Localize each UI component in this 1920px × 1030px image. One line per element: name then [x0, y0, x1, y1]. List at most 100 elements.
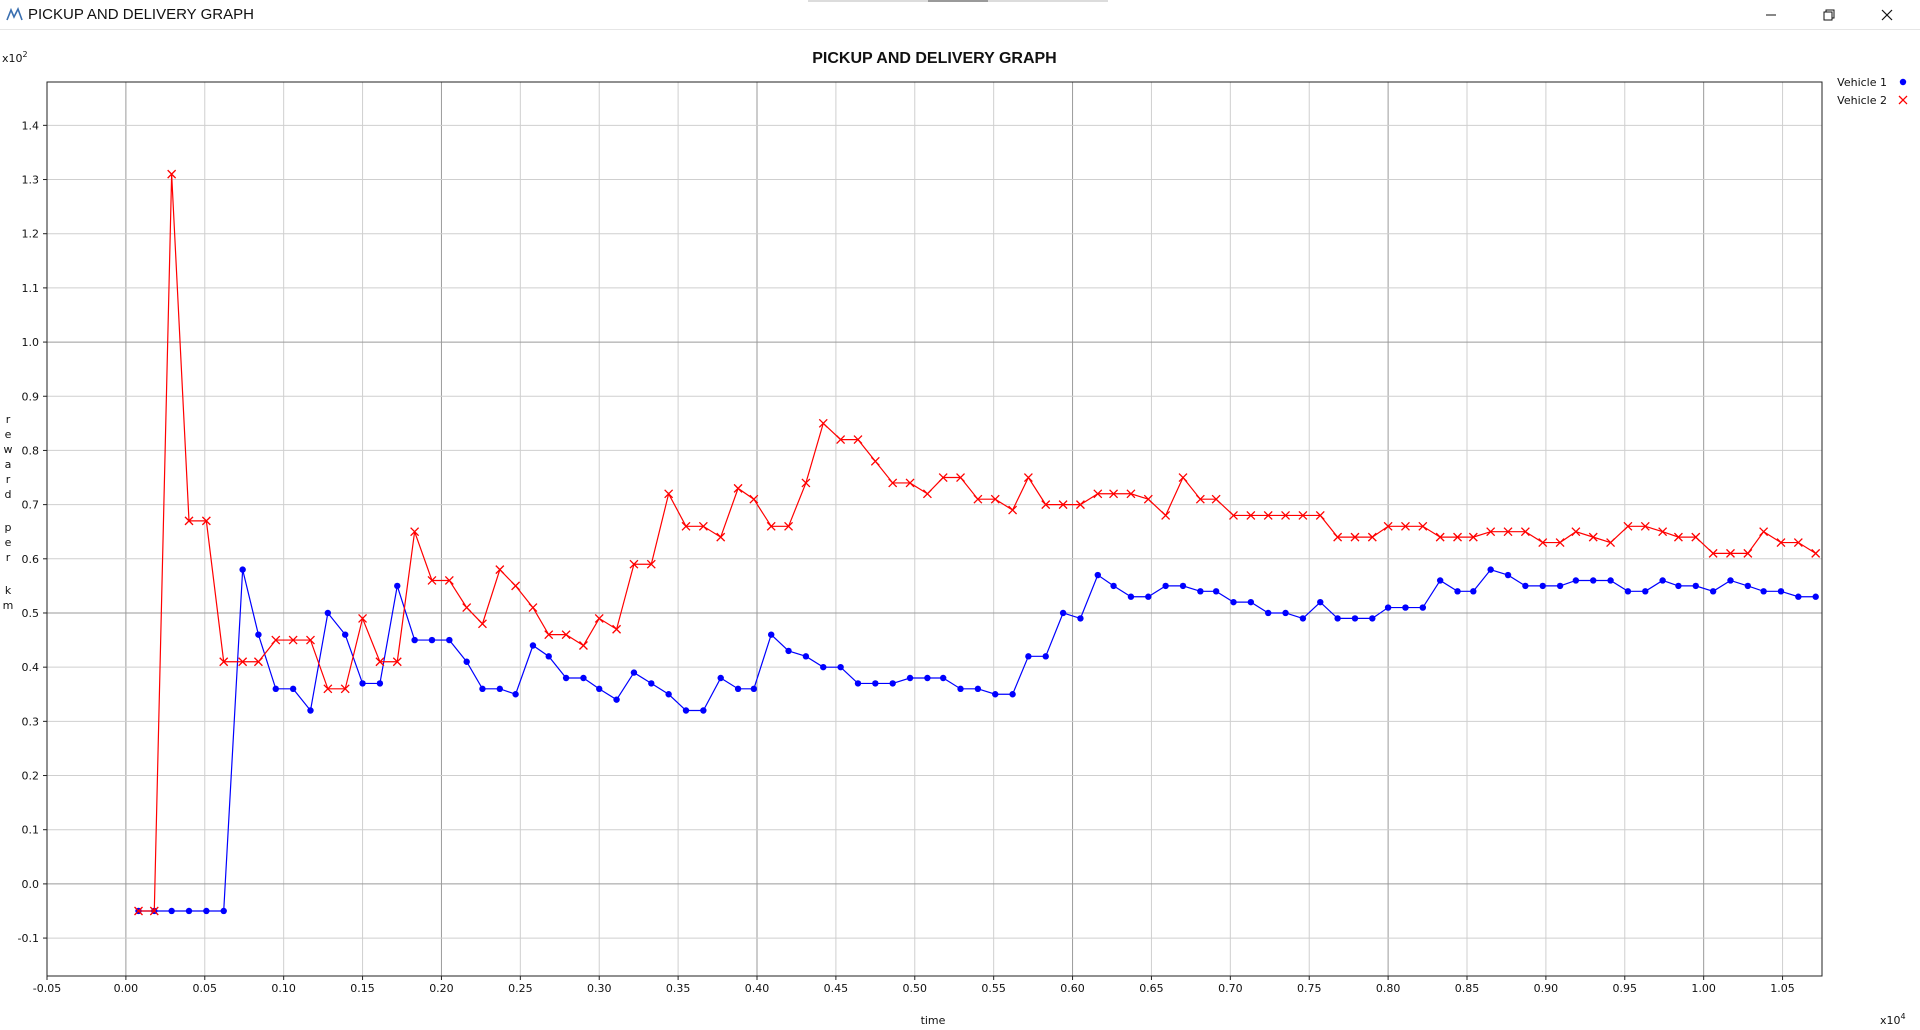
data-point	[1247, 598, 1255, 606]
data-point	[1470, 588, 1477, 595]
data-point	[1539, 582, 1546, 590]
x-exponent-label: x104	[1880, 1012, 1906, 1027]
data-point	[698, 521, 708, 531]
data-point	[1812, 593, 1819, 600]
data-point	[1623, 521, 1633, 531]
data-point	[1691, 532, 1701, 542]
minimize-icon	[1766, 14, 1776, 15]
data-point	[1727, 577, 1734, 584]
data-point	[376, 680, 384, 687]
x-tick-label: 0.65	[1139, 982, 1164, 995]
y-tick-label: 1.2	[22, 228, 40, 241]
data-point	[358, 613, 368, 623]
y-tick-label: 1.1	[22, 282, 40, 295]
x-tick-label: 0.10	[271, 982, 296, 995]
data-point	[185, 907, 193, 915]
x-tick-label: 0.50	[903, 982, 928, 995]
data-point	[1522, 582, 1529, 590]
restore-icon	[1823, 9, 1835, 20]
data-point	[1127, 593, 1135, 600]
data-point	[766, 521, 776, 531]
data-point	[1145, 593, 1152, 600]
data-point	[749, 494, 759, 504]
line-chart: -0.05 0.00 0.05 0.10 0.15 0.20 0.25 0.30 0.35 0.4…	[2, 50, 1908, 1027]
legend: Vehicle 1 Vehicle 2	[1837, 76, 1908, 107]
data-point	[1726, 548, 1735, 558]
y-axis-label-letter: k	[5, 584, 12, 597]
data-point	[1759, 527, 1769, 537]
data-point	[1402, 604, 1409, 611]
data-point	[253, 657, 263, 667]
data-point	[973, 494, 983, 504]
y-tick-label: 0.1	[22, 824, 40, 837]
x-tick-label: 0.95	[1613, 982, 1638, 995]
data-point	[734, 685, 742, 693]
data-point	[1743, 548, 1753, 558]
data-point	[203, 907, 210, 915]
x-tick-label: 0.60	[1060, 982, 1085, 995]
data-point	[1230, 598, 1237, 606]
data-point	[1197, 588, 1204, 595]
data-point	[1351, 615, 1359, 622]
data-point	[544, 630, 554, 640]
x-tick-label: 0.15	[350, 982, 375, 995]
data-point	[1246, 510, 1256, 520]
data-point	[545, 653, 552, 660]
data-point	[1315, 510, 1325, 520]
data-point	[1418, 521, 1428, 531]
y-tick-label: 0.2	[22, 770, 40, 783]
x-tick-label: 1.05	[1770, 982, 1795, 995]
legend-label: Vehicle 1	[1837, 76, 1887, 89]
data-point	[700, 707, 707, 714]
data-point	[1468, 532, 1478, 542]
data-point	[1571, 527, 1581, 537]
data-point	[528, 603, 538, 613]
data-point	[342, 631, 349, 638]
series-line	[138, 568, 1816, 912]
axis-ticks: -0.05 0.00 0.05 0.10 0.15 0.20 0.25 0.30 0.35 0.4…	[18, 119, 1795, 995]
data-point	[1161, 510, 1171, 520]
data-point	[1058, 500, 1068, 510]
minimize-button[interactable]	[1748, 0, 1794, 29]
window-title: PICKUP AND DELIVERY GRAPH	[28, 6, 254, 23]
data-point	[1023, 473, 1033, 482]
data-point	[1435, 532, 1445, 542]
x-tick-label: 0.80	[1376, 982, 1401, 995]
x-tick-label: 0.75	[1297, 982, 1322, 995]
data-point	[1607, 577, 1614, 584]
data-point	[167, 169, 177, 179]
data-point	[1777, 588, 1785, 595]
close-button[interactable]	[1864, 0, 1910, 29]
data-point	[785, 647, 792, 655]
data-point	[1265, 609, 1272, 617]
data-point	[375, 657, 385, 667]
data-point	[1041, 500, 1051, 510]
y-tick-label: 0.4	[22, 661, 40, 674]
restore-button[interactable]	[1806, 0, 1852, 29]
y-axis-label-letter: m	[3, 599, 14, 612]
data-point	[870, 456, 880, 466]
data-point	[1075, 500, 1085, 510]
data-point	[853, 435, 863, 445]
data-point	[613, 696, 620, 703]
data-point	[888, 478, 898, 488]
data-point	[629, 559, 639, 569]
x-tick-label: 0.25	[508, 982, 533, 995]
data-point	[1263, 510, 1273, 520]
data-point	[665, 691, 672, 698]
data-point	[990, 494, 1000, 504]
titlebar-divider-accent	[928, 0, 988, 2]
data-point	[1793, 538, 1803, 548]
data-point	[872, 680, 879, 687]
data-point	[184, 516, 194, 526]
y-exponent-label: x102	[2, 50, 28, 65]
data-point	[1384, 604, 1392, 611]
data-point	[1624, 588, 1632, 595]
x-tick-label: 0.20	[429, 982, 454, 995]
data-point	[1556, 582, 1564, 590]
data-point	[1143, 494, 1153, 504]
data-point	[392, 657, 402, 667]
data-point	[1401, 521, 1410, 531]
y-axis-label-letter: e	[5, 428, 12, 441]
